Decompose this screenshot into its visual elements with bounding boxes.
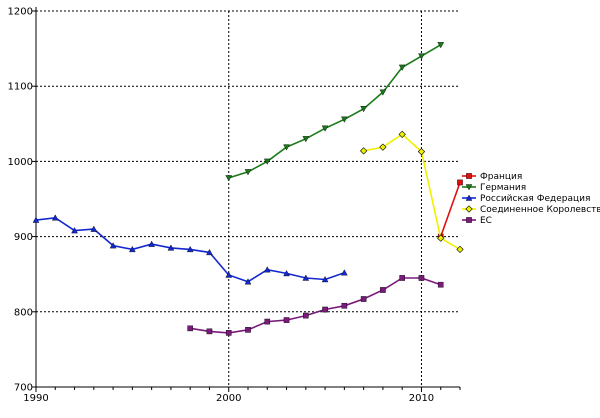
data-point [283, 317, 290, 323]
x-tick-label: 2000 [216, 393, 241, 404]
series-group [32, 42, 464, 336]
y-tick-label: 900 [14, 232, 33, 243]
data-point [437, 281, 444, 288]
data-point [437, 234, 445, 242]
data-point [244, 278, 252, 285]
data-point [360, 147, 368, 155]
y-tick-label: 800 [14, 307, 33, 318]
data-point [187, 325, 193, 332]
data-point [341, 302, 348, 309]
series-4 [187, 275, 444, 336]
legend-label: ЕС [480, 216, 492, 226]
data-point [90, 225, 98, 232]
x-tick-label: 2010 [409, 393, 434, 404]
data-point [456, 245, 464, 254]
data-point [360, 106, 367, 113]
series-line [439, 182, 461, 237]
y-tick-label: 1000 [8, 157, 33, 168]
data-point [398, 130, 406, 138]
y-tick-label: 1100 [8, 82, 33, 93]
data-point [417, 147, 426, 156]
series-line [190, 277, 441, 334]
data-point [71, 227, 78, 234]
data-point [186, 245, 194, 253]
axes: 700 800 900 1000 1100 1200 1990 2000 2010 [8, 7, 461, 404]
data-point [206, 328, 213, 335]
y-tick-label: 700 [14, 383, 33, 394]
legend-label: Российская Федерация [480, 194, 590, 204]
legend-swatch-marker [466, 173, 472, 179]
data-point [225, 271, 233, 278]
data-point [263, 266, 271, 273]
data-point [322, 306, 328, 313]
data-point [303, 312, 309, 319]
data-point [360, 296, 367, 302]
data-point [418, 275, 425, 281]
data-point [244, 169, 252, 176]
series-line [228, 44, 442, 179]
data-point [283, 144, 290, 151]
legend-item: Франция [462, 172, 522, 182]
data-point [379, 89, 387, 96]
data-point [379, 143, 387, 151]
data-point [167, 244, 175, 251]
series-1 [225, 42, 445, 182]
data-point [437, 42, 445, 49]
data-point [109, 242, 117, 249]
data-point [302, 136, 310, 143]
series-3 [360, 130, 464, 254]
data-point [398, 64, 406, 71]
legend-label: Германия [480, 183, 526, 193]
data-point [225, 175, 233, 182]
data-point [206, 248, 213, 256]
data-point [399, 275, 405, 281]
data-point [418, 53, 425, 60]
data-point [129, 245, 136, 253]
legend-label: Соединенное Королевство [480, 205, 600, 215]
data-point [51, 214, 59, 221]
data-point [148, 240, 155, 247]
data-point [225, 330, 232, 336]
data-point [283, 270, 290, 277]
grid [36, 10, 460, 387]
legend-item: ЕС [462, 216, 492, 226]
legend-item: Соединенное Королевство [462, 205, 600, 215]
data-point [341, 269, 348, 276]
data-point [321, 276, 329, 283]
data-point [245, 327, 251, 333]
series-2 [32, 214, 348, 285]
data-point [380, 287, 386, 293]
data-point [302, 274, 310, 281]
legend-swatch-marker [465, 184, 473, 191]
series-0 [437, 179, 463, 240]
data-point [321, 125, 329, 132]
data-point [263, 158, 271, 165]
legend-item: Российская Федерация [462, 194, 590, 204]
y-tick-label: 1200 [8, 7, 33, 18]
x-tick-label: 1990 [23, 393, 48, 404]
series-line [363, 133, 461, 251]
legend-label: Франция [480, 172, 522, 182]
data-point [457, 179, 463, 186]
legend-swatch-marker [465, 194, 473, 201]
legend-swatch-marker [465, 205, 473, 213]
data-point [264, 318, 271, 325]
legend-swatch-marker [466, 217, 472, 223]
data-point [32, 216, 40, 223]
data-point [341, 116, 348, 123]
legend-item: Германия [462, 183, 526, 193]
